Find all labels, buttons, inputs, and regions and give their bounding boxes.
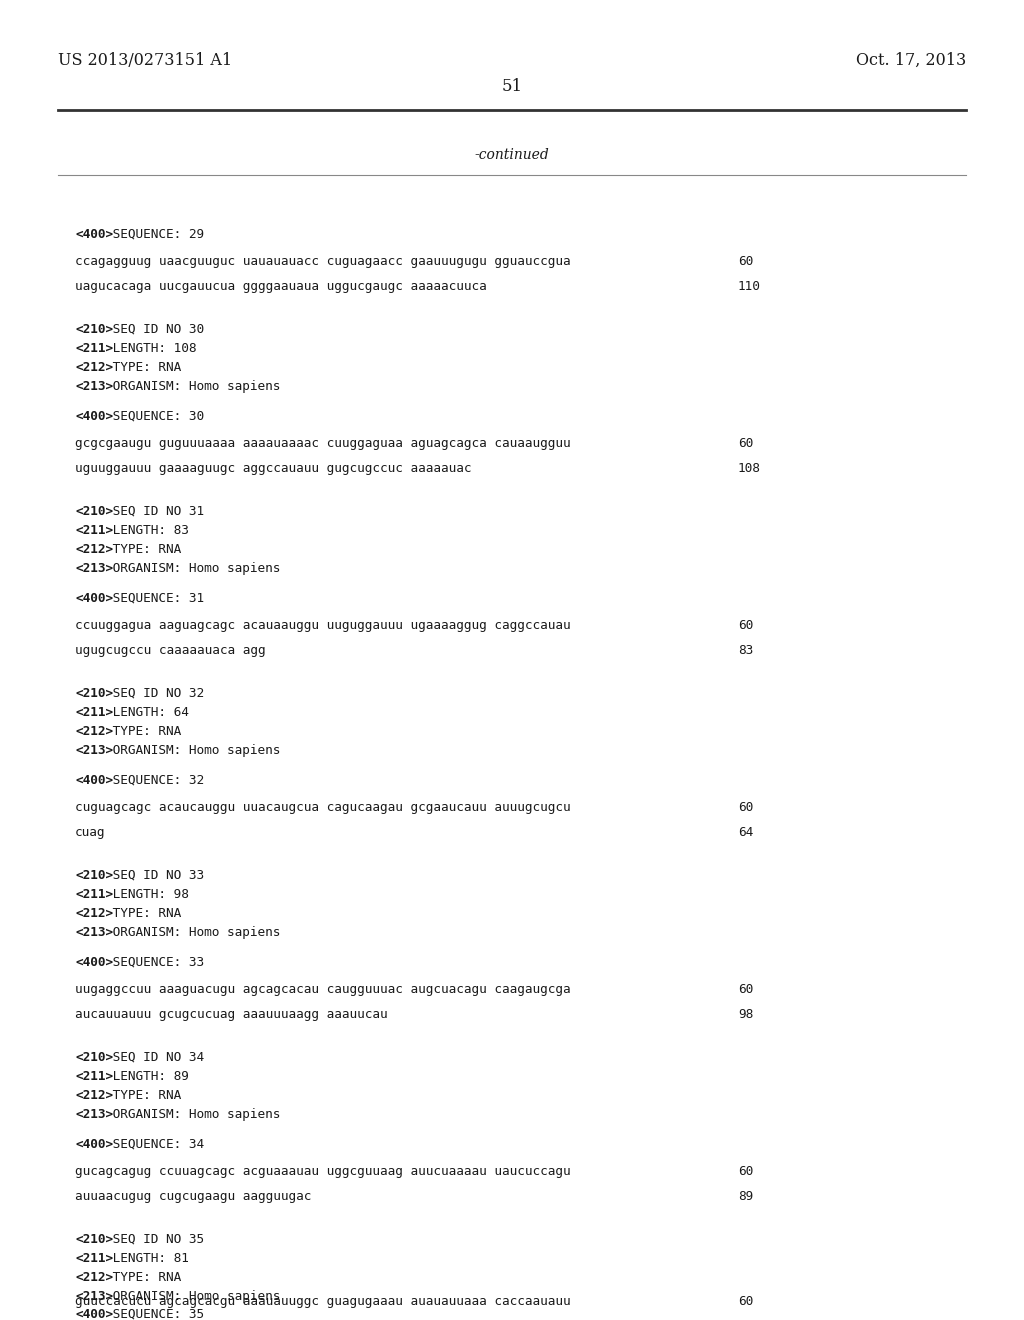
Text: 60: 60: [738, 619, 754, 632]
Text: 89: 89: [738, 1191, 754, 1203]
Text: 60: 60: [738, 983, 754, 997]
Text: <213>: <213>: [75, 1290, 113, 1303]
Text: SEQUENCE: 29: SEQUENCE: 29: [105, 228, 204, 242]
Text: SEQUENCE: 32: SEQUENCE: 32: [105, 774, 204, 787]
Text: <212>: <212>: [75, 1271, 113, 1284]
Text: LENGTH: 89: LENGTH: 89: [105, 1071, 188, 1082]
Text: <400>: <400>: [75, 1138, 113, 1151]
Text: <210>: <210>: [75, 506, 113, 517]
Text: 110: 110: [738, 280, 761, 293]
Text: <212>: <212>: [75, 725, 113, 738]
Text: TYPE: RNA: TYPE: RNA: [105, 1089, 181, 1102]
Text: LENGTH: 81: LENGTH: 81: [105, 1251, 188, 1265]
Text: auuaacugug cugcugaagu aagguugac: auuaacugug cugcugaagu aagguugac: [75, 1191, 311, 1203]
Text: <210>: <210>: [75, 686, 113, 700]
Text: <212>: <212>: [75, 907, 113, 920]
Text: SEQ ID NO 31: SEQ ID NO 31: [105, 506, 204, 517]
Text: 83: 83: [738, 644, 754, 657]
Text: <400>: <400>: [75, 1308, 113, 1320]
Text: SEQ ID NO 34: SEQ ID NO 34: [105, 1051, 204, 1064]
Text: cuag: cuag: [75, 826, 105, 840]
Text: <211>: <211>: [75, 1071, 113, 1082]
Text: SEQ ID NO 33: SEQ ID NO 33: [105, 869, 204, 882]
Text: 60: 60: [738, 255, 754, 268]
Text: SEQUENCE: 33: SEQUENCE: 33: [105, 956, 204, 969]
Text: <211>: <211>: [75, 888, 113, 902]
Text: TYPE: RNA: TYPE: RNA: [105, 360, 181, 374]
Text: 64: 64: [738, 826, 754, 840]
Text: <211>: <211>: [75, 524, 113, 537]
Text: <400>: <400>: [75, 774, 113, 787]
Text: <210>: <210>: [75, 1233, 113, 1246]
Text: ORGANISM: Homo sapiens: ORGANISM: Homo sapiens: [105, 1290, 281, 1303]
Text: ORGANISM: Homo sapiens: ORGANISM: Homo sapiens: [105, 380, 281, 393]
Text: 60: 60: [738, 437, 754, 450]
Text: <400>: <400>: [75, 411, 113, 422]
Text: guuccacucu agcagcacgu aaauauuggc guagugaaau auauauuaaa caccaauauu: guuccacucu agcagcacgu aaauauuggc guaguga…: [75, 1295, 570, 1308]
Text: <210>: <210>: [75, 869, 113, 882]
Text: <210>: <210>: [75, 1051, 113, 1064]
Text: <213>: <213>: [75, 744, 113, 756]
Text: uagucacaga uucgauucua ggggaauaua uggucgaugc aaaaacuuca: uagucacaga uucgauucua ggggaauaua uggucga…: [75, 280, 486, 293]
Text: 60: 60: [738, 1295, 754, 1308]
Text: ccagagguug uaacguuguc uauauauacc cuguagaacc gaauuugugu gguauccgua: ccagagguug uaacguuguc uauauauacc cuguaga…: [75, 255, 570, 268]
Text: <400>: <400>: [75, 956, 113, 969]
Text: <211>: <211>: [75, 342, 113, 355]
Text: uugaggccuu aaaguacugu agcagcacau caugguuuac augcuacagu caagaugcga: uugaggccuu aaaguacugu agcagcacau caugguu…: [75, 983, 570, 997]
Text: SEQUENCE: 34: SEQUENCE: 34: [105, 1138, 204, 1151]
Text: <213>: <213>: [75, 1107, 113, 1121]
Text: TYPE: RNA: TYPE: RNA: [105, 725, 181, 738]
Text: US 2013/0273151 A1: US 2013/0273151 A1: [58, 51, 232, 69]
Text: cuguagcagc acaucauggu uuacaugcua cagucaagau gcgaaucauu auuugcugcu: cuguagcagc acaucauggu uuacaugcua cagucaa…: [75, 801, 570, 814]
Text: 108: 108: [738, 462, 761, 475]
Text: <400>: <400>: [75, 591, 113, 605]
Text: ccuuggagua aaguagcagc acauaauggu uuguggauuu ugaaaaggug caggccauau: ccuuggagua aaguagcagc acauaauggu uugugga…: [75, 619, 570, 632]
Text: SEQ ID NO 30: SEQ ID NO 30: [105, 323, 204, 337]
Text: TYPE: RNA: TYPE: RNA: [105, 907, 181, 920]
Text: <400>: <400>: [75, 228, 113, 242]
Text: <212>: <212>: [75, 360, 113, 374]
Text: SEQUENCE: 35: SEQUENCE: 35: [105, 1308, 204, 1320]
Text: <211>: <211>: [75, 706, 113, 719]
Text: <211>: <211>: [75, 1251, 113, 1265]
Text: gcgcgaaugu guguuuaaaa aaaauaaaac cuuggaguaa aguagcagca cauaaugguu: gcgcgaaugu guguuuaaaa aaaauaaaac cuuggag…: [75, 437, 570, 450]
Text: ugugcugccu caaaaauaca agg: ugugcugccu caaaaauaca agg: [75, 644, 265, 657]
Text: LENGTH: 83: LENGTH: 83: [105, 524, 188, 537]
Text: uguuggauuu gaaaaguugc aggccauauu gugcugccuc aaaaauac: uguuggauuu gaaaaguugc aggccauauu gugcugc…: [75, 462, 471, 475]
Text: ORGANISM: Homo sapiens: ORGANISM: Homo sapiens: [105, 744, 281, 756]
Text: SEQ ID NO 32: SEQ ID NO 32: [105, 686, 204, 700]
Text: Oct. 17, 2013: Oct. 17, 2013: [856, 51, 966, 69]
Text: SEQUENCE: 31: SEQUENCE: 31: [105, 591, 204, 605]
Text: <212>: <212>: [75, 543, 113, 556]
Text: gucagcagug ccuuagcagc acguaaauau uggcguuaag auucuaaaau uaucuccagu: gucagcagug ccuuagcagc acguaaauau uggcguu…: [75, 1166, 570, 1177]
Text: 51: 51: [502, 78, 522, 95]
Text: -continued: -continued: [475, 148, 549, 162]
Text: LENGTH: 98: LENGTH: 98: [105, 888, 188, 902]
Text: SEQ ID NO 35: SEQ ID NO 35: [105, 1233, 204, 1246]
Text: 60: 60: [738, 1166, 754, 1177]
Text: <213>: <213>: [75, 562, 113, 576]
Text: TYPE: RNA: TYPE: RNA: [105, 543, 181, 556]
Text: ORGANISM: Homo sapiens: ORGANISM: Homo sapiens: [105, 927, 281, 939]
Text: ORGANISM: Homo sapiens: ORGANISM: Homo sapiens: [105, 1107, 281, 1121]
Text: <213>: <213>: [75, 927, 113, 939]
Text: <213>: <213>: [75, 380, 113, 393]
Text: 98: 98: [738, 1008, 754, 1020]
Text: LENGTH: 108: LENGTH: 108: [105, 342, 197, 355]
Text: SEQUENCE: 30: SEQUENCE: 30: [105, 411, 204, 422]
Text: <210>: <210>: [75, 323, 113, 337]
Text: TYPE: RNA: TYPE: RNA: [105, 1271, 181, 1284]
Text: <212>: <212>: [75, 1089, 113, 1102]
Text: 60: 60: [738, 801, 754, 814]
Text: LENGTH: 64: LENGTH: 64: [105, 706, 188, 719]
Text: ORGANISM: Homo sapiens: ORGANISM: Homo sapiens: [105, 562, 281, 576]
Text: aucauuauuu gcugcucuag aaauuuaagg aaauucau: aucauuauuu gcugcucuag aaauuuaagg aaauuca…: [75, 1008, 388, 1020]
